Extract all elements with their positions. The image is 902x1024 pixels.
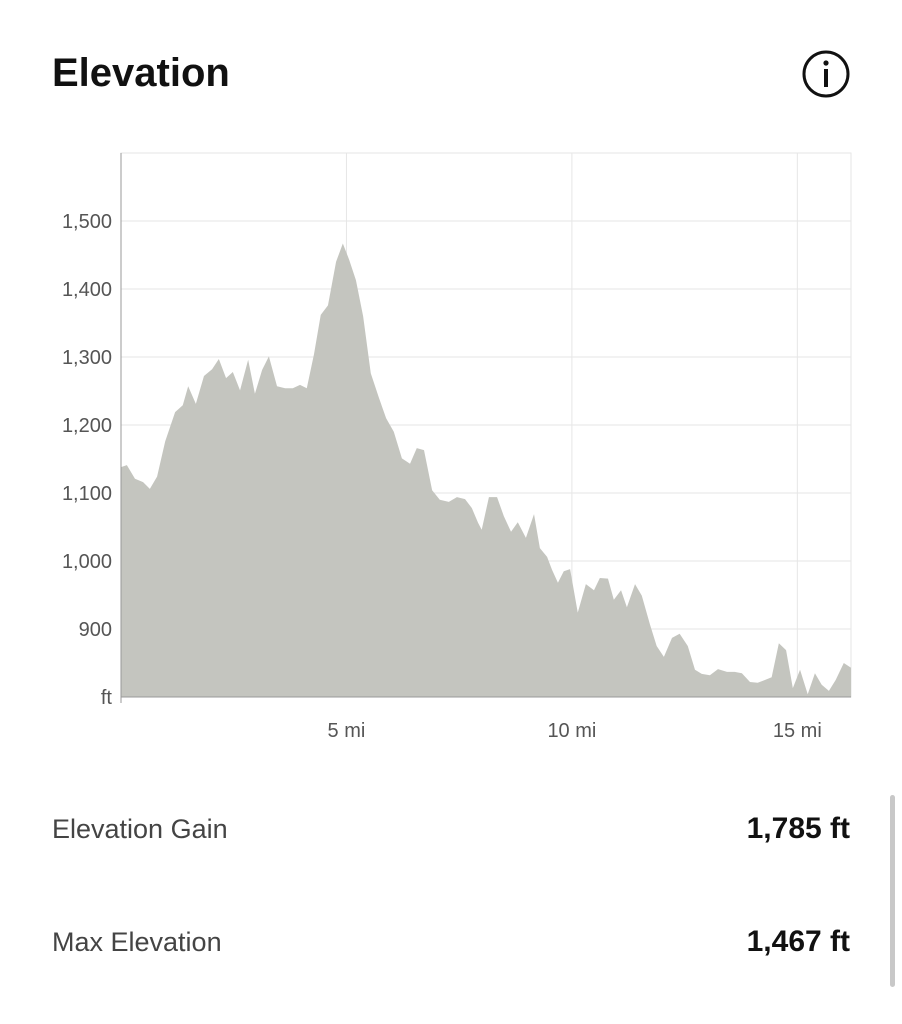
y-tick-label: 1,200 — [62, 415, 112, 437]
stat-value: 1,785 ft — [747, 812, 850, 845]
y-tick-label: ft — [101, 687, 113, 709]
scrollbar — [890, 795, 895, 987]
y-tick-label: 1,300 — [62, 347, 112, 369]
elevation-area — [121, 243, 851, 697]
y-tick-label: 1,400 — [62, 279, 112, 301]
x-tick-label: 15 mi — [773, 720, 822, 742]
stat-label: Max Elevation — [52, 927, 222, 957]
stats: Elevation Gain 1,785 ft Max Elevation 1,467… — [52, 812, 850, 958]
x-tick-label: 10 mi — [547, 720, 596, 742]
y-tick-label: 1,100 — [62, 483, 112, 505]
info-icon[interactable] — [802, 50, 850, 98]
y-tick-label: 900 — [79, 619, 112, 641]
title: Elevation — [52, 51, 230, 95]
stat-value: 1,467 ft — [747, 925, 850, 958]
x-tick-label: 5 mi — [328, 720, 366, 742]
stat-label: Elevation Gain — [52, 814, 228, 844]
y-tick-label: 1,000 — [62, 551, 112, 573]
y-tick-label: 1,500 — [62, 211, 112, 233]
chart: ft 900 1,000 1,100 1,200 1,300 1,400 1,500 5 mi 1… — [62, 152, 852, 742]
